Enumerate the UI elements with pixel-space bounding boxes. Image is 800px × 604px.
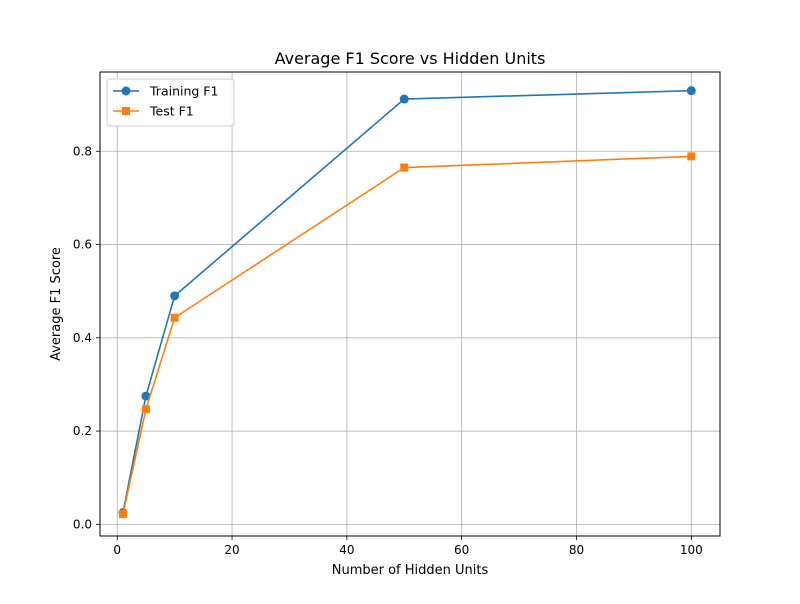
y-tick-label: 0.8 <box>73 144 92 158</box>
ticks: 0 20 40 60 80 100 0.0 0.2 0.4 0.6 0.8 <box>73 144 703 557</box>
series-layer <box>118 86 696 519</box>
legend-label-training-f1: Training F1 <box>149 84 218 99</box>
y-tick-label: 0.4 <box>73 331 92 345</box>
x-tick-label: 60 <box>454 543 469 557</box>
x-tick-label: 20 <box>224 543 239 557</box>
data-point-training-f1 <box>170 291 180 301</box>
y-axis-label: Average F1 Score <box>49 247 64 361</box>
series-line-training-f1 <box>122 89 692 513</box>
y-tick-label: 0.0 <box>73 517 92 531</box>
data-point-training-f1 <box>141 391 151 401</box>
grid <box>100 72 720 536</box>
legend-marker-training-f1 <box>121 86 131 96</box>
data-point-test-f1 <box>141 405 150 414</box>
data-point-training-f1 <box>399 94 409 104</box>
data-point-test-f1 <box>400 163 409 172</box>
legend: Training F1 Test F1 <box>106 78 235 127</box>
x-tick-label: 40 <box>339 543 354 557</box>
x-tick-label: 80 <box>569 543 584 557</box>
y-tick-label: 0.6 <box>73 238 92 252</box>
y-tick-label: 0.2 <box>73 424 92 438</box>
x-tick-label: 100 <box>680 543 703 557</box>
legend-label-test-f1: Test F1 <box>149 104 194 119</box>
data-point-test-f1 <box>687 152 696 161</box>
chart-title: Average F1 Score vs Hidden Units <box>275 49 546 68</box>
plot-frame <box>99 71 721 537</box>
legend-marker-test-f1 <box>122 107 130 115</box>
data-point-test-f1 <box>118 510 127 519</box>
series-line-test-f1 <box>122 155 692 515</box>
data-point-training-f1 <box>686 86 696 96</box>
data-point-test-f1 <box>170 313 179 322</box>
x-tick-label: 0 <box>113 543 121 557</box>
x-axis-label: Number of Hidden Units <box>332 563 489 578</box>
